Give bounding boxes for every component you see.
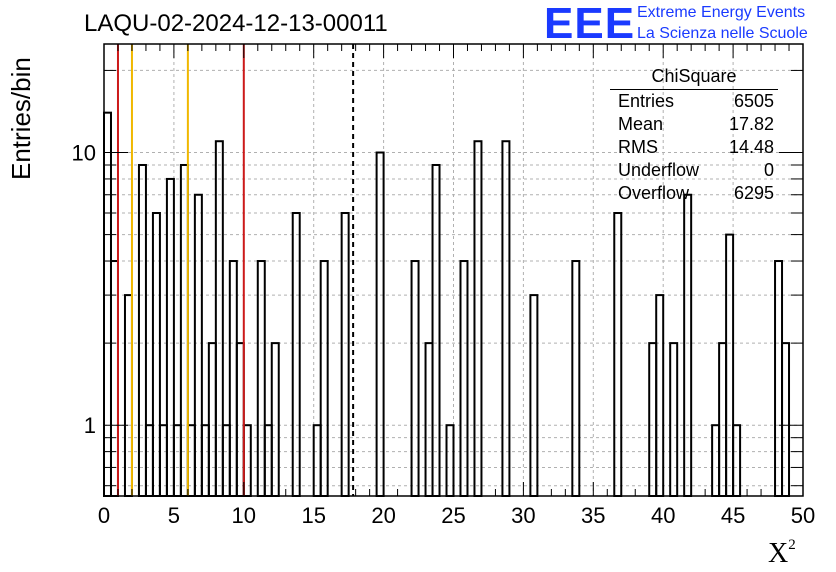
histogram-bin: [137, 163, 147, 497]
histogram-bin: [459, 260, 469, 498]
stat-row-entries: Entries 6505: [610, 90, 778, 113]
logo-caption-line1: Extreme Energy Events: [637, 4, 806, 21]
histogram-bin: [256, 260, 266, 498]
x-tick-label: 40: [651, 503, 675, 528]
histogram-bin: [270, 342, 280, 498]
logo-caption: Extreme Energy Events La Scienza nelle S…: [637, 2, 808, 44]
x-tick-label: 0: [98, 503, 110, 528]
histogram-bin: [228, 260, 238, 498]
histogram-bin: [774, 260, 784, 498]
stats-title: ChiSquare: [610, 66, 778, 90]
x-tick-label: 50: [791, 503, 815, 528]
histogram-bin: [103, 111, 112, 497]
x-tick-label: 45: [721, 503, 745, 528]
histogram-bin: [123, 294, 133, 497]
stat-label: RMS: [618, 137, 658, 157]
stat-label: Mean: [618, 114, 664, 134]
y-axis-label: Entries/bin: [6, 57, 36, 180]
stat-value: 17.82: [728, 114, 774, 134]
histogram-bin: [235, 342, 245, 498]
histogram-bin: [655, 294, 665, 497]
y-tick-label: 1: [84, 413, 96, 438]
logo-caption-line2: La Scienza nelle Scuole: [637, 25, 808, 42]
eee-logo: EEE: [544, 0, 636, 48]
x-tick-label: 15: [301, 503, 325, 528]
stat-label: Entries: [618, 91, 675, 111]
x-tick-label: 30: [511, 503, 535, 528]
stat-label: Underflow: [618, 160, 700, 180]
histogram-bin: [319, 260, 329, 498]
stat-label: Overflow: [618, 183, 690, 203]
stats-box: ChiSquare Entries 6505 Mean 17.82 RMS 14…: [610, 66, 778, 205]
histogram-bin: [669, 342, 679, 498]
histogram-bin: [340, 212, 350, 497]
histogram-bin: [613, 212, 623, 497]
histogram-bin: [109, 260, 119, 498]
histogram-bin: [165, 177, 175, 497]
x-tick-label: 35: [581, 503, 605, 528]
stat-value: 0: [763, 160, 774, 180]
stat-value: 14.48: [728, 137, 774, 157]
x-axis-label-symbol: X: [768, 538, 789, 569]
x-tick-label: 25: [441, 503, 465, 528]
stat-row-overflow: Overflow 6295: [610, 182, 778, 205]
x-axis-label-exponent: 2: [788, 536, 796, 553]
histogram-bin: [193, 193, 203, 497]
x-tick-label: 5: [168, 503, 180, 528]
histogram-bin: [648, 342, 658, 498]
histogram-bin: [179, 163, 189, 497]
stat-value: 6505: [733, 91, 774, 111]
stat-row-rms: RMS 14.48: [610, 136, 778, 159]
histogram-bin: [424, 342, 434, 498]
histogram-bin: [207, 342, 217, 498]
plot-title: LAQU-02-2024-12-13-00011: [84, 10, 388, 37]
histogram-bin: [291, 212, 301, 497]
histogram-bin: [781, 342, 791, 498]
histogram-bin: [151, 212, 161, 497]
histogram-bin: [571, 260, 581, 498]
histogram-bin: [683, 193, 693, 497]
stat-value: 6295: [733, 183, 774, 203]
x-tick-label: 20: [371, 503, 395, 528]
x-tick-label: 10: [232, 503, 256, 528]
histogram-bin: [375, 151, 385, 497]
histogram-bin: [431, 163, 441, 497]
stat-row-mean: Mean 17.82: [610, 113, 778, 136]
stat-row-underflow: Underflow 0: [610, 159, 778, 182]
histogram-bin: [529, 294, 539, 497]
histogram-bin: [410, 260, 420, 498]
histogram-bin: [718, 342, 728, 498]
histogram-bin: [725, 233, 735, 497]
x-axis-label: X2: [768, 536, 796, 570]
y-tick-label: 10: [72, 141, 96, 166]
